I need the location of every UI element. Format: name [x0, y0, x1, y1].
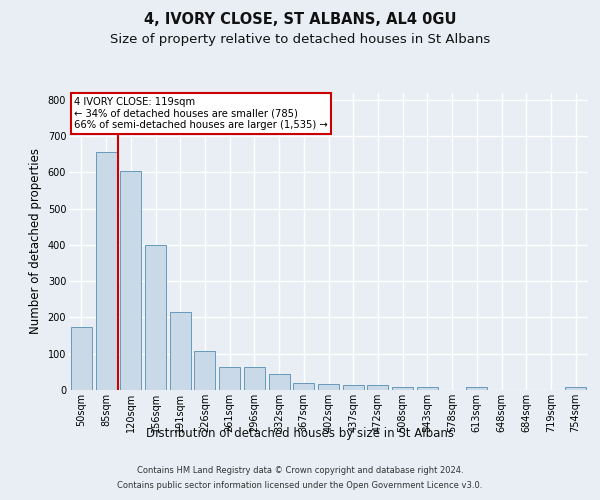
Text: 4, IVORY CLOSE, ST ALBANS, AL4 0GU: 4, IVORY CLOSE, ST ALBANS, AL4 0GU — [144, 12, 456, 28]
Bar — [244, 367, 265, 390]
Bar — [318, 384, 339, 390]
Text: Size of property relative to detached houses in St Albans: Size of property relative to detached ho… — [110, 32, 490, 46]
Bar — [95, 152, 116, 390]
Bar — [343, 384, 364, 390]
Text: 4 IVORY CLOSE: 119sqm
← 34% of detached houses are smaller (785)
66% of semi-det: 4 IVORY CLOSE: 119sqm ← 34% of detached … — [74, 97, 328, 130]
Bar — [293, 384, 314, 390]
Bar — [392, 387, 413, 390]
Bar — [194, 351, 215, 390]
Bar — [145, 245, 166, 390]
Bar — [417, 387, 438, 390]
Bar — [269, 374, 290, 390]
Text: Contains HM Land Registry data © Crown copyright and database right 2024.: Contains HM Land Registry data © Crown c… — [137, 466, 463, 475]
Bar — [71, 326, 92, 390]
Bar — [565, 387, 586, 390]
Bar — [367, 386, 388, 390]
Text: Contains public sector information licensed under the Open Government Licence v3: Contains public sector information licen… — [118, 481, 482, 490]
Y-axis label: Number of detached properties: Number of detached properties — [29, 148, 42, 334]
Bar — [466, 387, 487, 390]
Text: Distribution of detached houses by size in St Albans: Distribution of detached houses by size … — [146, 428, 454, 440]
Bar — [120, 170, 141, 390]
Bar — [170, 312, 191, 390]
Bar — [219, 367, 240, 390]
